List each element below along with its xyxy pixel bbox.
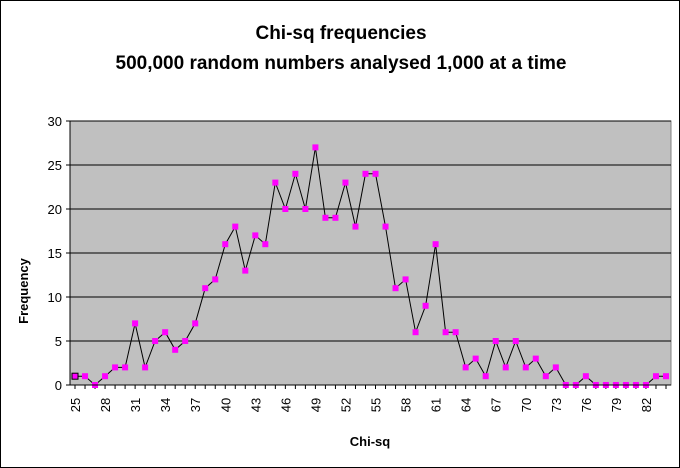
data-point: [262, 241, 269, 248]
data-point: [462, 364, 469, 371]
x-tick-label: 55: [369, 398, 384, 412]
data-point: [412, 329, 419, 336]
chart-title-line-1: Chi-sq frequencies: [255, 23, 426, 44]
data-point: [482, 373, 489, 380]
data-point: [242, 267, 249, 274]
x-tick-label: 64: [459, 398, 474, 412]
data-point: [652, 373, 659, 380]
data-point: [352, 223, 359, 230]
data-point: [422, 302, 429, 309]
x-tick-label: 70: [519, 398, 534, 412]
data-point: [222, 241, 229, 248]
data-point: [402, 276, 409, 283]
data-point: [372, 170, 379, 177]
x-tick-label: 82: [639, 398, 654, 412]
y-axis-ticks: 0 5 10 15 20 25 30: [48, 114, 70, 393]
data-point: [502, 364, 509, 371]
data-point: [582, 373, 589, 380]
y-tick-label: 0: [55, 378, 62, 393]
y-tick-label: 15: [48, 246, 62, 261]
data-point: [662, 373, 669, 380]
x-tick-label: 28: [98, 398, 113, 412]
x-axis-ticks: 25 28 31 34 37 40 43 46 49 52 55 58 61 64 67 70 73 76 79 82: [68, 385, 667, 412]
data-point: [272, 179, 279, 186]
data-point: [522, 364, 529, 371]
data-point: [442, 329, 449, 336]
data-point: [112, 364, 119, 371]
x-tick-label: 25: [68, 398, 83, 412]
x-tick-label: 40: [218, 398, 233, 412]
data-point: [392, 285, 399, 292]
x-tick-label: 49: [308, 398, 323, 412]
data-point: [512, 338, 519, 344]
data-point: [492, 338, 499, 344]
y-tick-label: 25: [48, 158, 62, 173]
data-point: [302, 206, 309, 212]
data-point: [71, 372, 79, 380]
data-point: [232, 223, 239, 230]
data-point: [82, 373, 89, 380]
data-point: [122, 364, 129, 371]
data-point: [212, 276, 219, 283]
x-tick-label: 73: [549, 398, 564, 412]
x-tick-label: 79: [609, 398, 624, 412]
y-tick-label: 5: [55, 334, 62, 349]
x-tick-label: 43: [248, 398, 263, 412]
data-point: [182, 338, 189, 344]
data-point: [322, 214, 329, 221]
x-tick-label: 31: [128, 398, 143, 412]
data-point: [382, 223, 389, 230]
data-point: [432, 241, 439, 248]
y-tick-label: 30: [48, 114, 62, 129]
data-point: [312, 144, 319, 151]
data-point: [252, 232, 259, 239]
data-point: [342, 179, 349, 186]
chart-title-line-2: 500,000 random numbers analysed 1,000 at…: [116, 53, 567, 74]
data-point: [542, 373, 549, 380]
data-point: [452, 329, 459, 336]
data-point: [552, 364, 559, 371]
data-point: [172, 346, 179, 353]
data-point: [292, 170, 299, 177]
data-point: [142, 364, 149, 371]
x-tick-label: 46: [278, 398, 293, 412]
data-point: [152, 338, 159, 344]
data-point: [162, 329, 169, 336]
x-tick-label: 58: [399, 398, 414, 412]
y-tick-label: 20: [48, 202, 62, 217]
x-tick-label: 34: [158, 398, 173, 412]
data-point: [132, 320, 139, 327]
x-tick-label: 76: [579, 398, 594, 412]
data-point: [532, 355, 539, 362]
x-tick-label: 67: [489, 398, 504, 412]
x-tick-label: 61: [429, 398, 444, 412]
data-point: [192, 320, 199, 327]
data-point: [332, 214, 339, 221]
x-tick-label: 37: [188, 398, 203, 412]
x-axis-title: Chi-sq: [350, 434, 391, 449]
data-point: [282, 206, 289, 212]
data-point: [102, 373, 109, 380]
data-point: [362, 170, 369, 177]
y-tick-label: 10: [48, 290, 62, 305]
y-axis-title: Frequency: [16, 257, 31, 324]
data-point: [202, 285, 209, 292]
data-point: [472, 355, 479, 362]
x-tick-label: 52: [338, 398, 353, 412]
